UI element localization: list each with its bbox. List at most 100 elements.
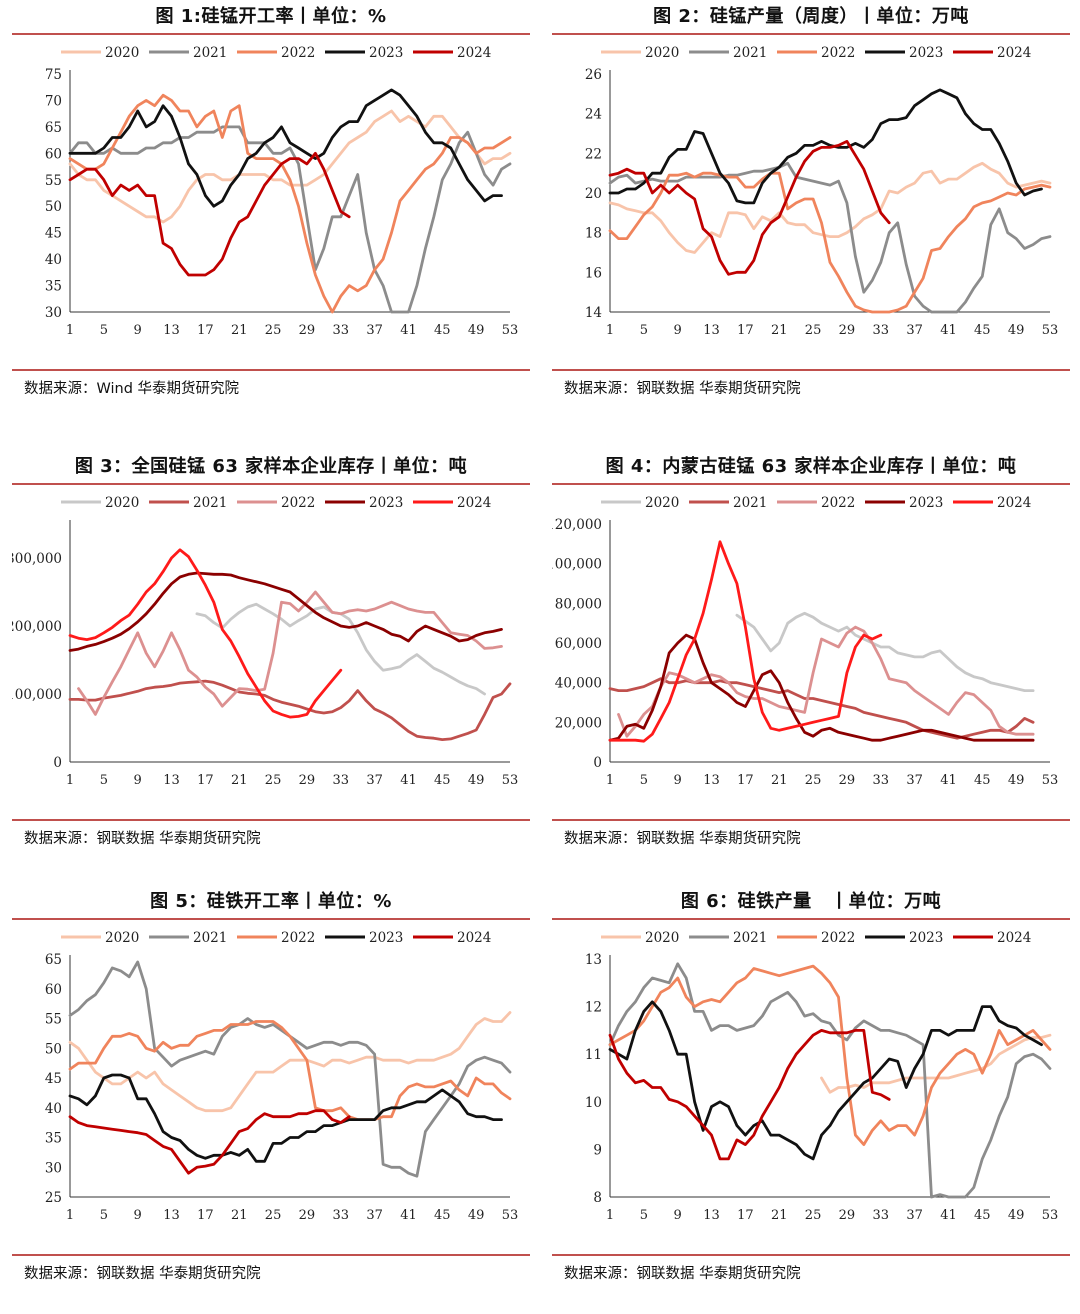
series-line-2024 [68, 548, 343, 719]
chart-panel-1: 图 1:硅锰开工率丨单位：% 30 35 40 45 50 55 60 65 70 75 1 5 9 13… [12, 2, 530, 427]
x-tick-label: 9 [134, 1208, 142, 1223]
y-tick-label: 11 [585, 1047, 602, 1063]
x-tick-label: 25 [265, 773, 282, 788]
x-tick-label: 13 [163, 1208, 180, 1223]
data-source-note: 数据来源：Wind 华泰期货研究院 [24, 381, 240, 397]
x-tick-label: 41 [400, 323, 417, 338]
y-tick-label: 55 [45, 173, 62, 189]
source-rule [552, 369, 1070, 371]
y-tick-label: 30 [45, 1160, 62, 1176]
y-tick-label: 60 [45, 982, 62, 998]
x-tick-label: 5 [100, 773, 108, 788]
chart-panel-5: 图 5：硅铁开工率丨单位：% 25 30 35 40 45 50 55 60 65 1 5 9 13 17… [12, 887, 530, 1312]
x-tick-label: 13 [163, 773, 180, 788]
x-tick-label: 13 [703, 1208, 720, 1223]
y-tick-label: 20 [585, 186, 602, 202]
x-tick-label: 33 [332, 323, 349, 338]
x-tick-label: 41 [940, 773, 957, 788]
legend-label-2020: 2020 [645, 930, 679, 946]
legend-label-2020: 2020 [105, 45, 139, 61]
legend-label-2024: 2024 [997, 45, 1031, 61]
x-tick-label: 9 [134, 773, 142, 788]
y-tick-label: 24 [585, 107, 602, 123]
x-tick-label: 49 [1008, 1208, 1025, 1223]
x-tick-label: 5 [640, 1208, 648, 1223]
y-tick-label: 100,000 [552, 557, 602, 573]
y-tick-label: 50 [45, 199, 62, 215]
series-line-2024 [608, 540, 883, 743]
x-tick-label: 49 [468, 1208, 485, 1223]
y-tick-label: 60,000 [555, 636, 602, 652]
title-rule [552, 483, 1070, 485]
x-tick-label: 37 [366, 1208, 383, 1223]
x-tick-label: 13 [163, 323, 180, 338]
legend-label-2021: 2021 [193, 45, 227, 61]
series-line-2024 [68, 151, 351, 277]
x-tick-label: 45 [974, 323, 991, 338]
x-tick-label: 33 [872, 1208, 889, 1223]
legend-label-2022: 2022 [281, 45, 315, 61]
x-tick-label: 21 [771, 1208, 788, 1223]
x-tick-label: 1 [66, 1208, 74, 1223]
chart-title: 图 1:硅锰开工率丨单位：% [155, 6, 387, 27]
x-tick-label: 13 [703, 773, 720, 788]
y-tick-label: 35 [45, 279, 62, 295]
chart-title: 图 3：全国硅锰 63 家样本企业库存丨单位：吨 [74, 456, 468, 477]
legend-label-2020: 2020 [645, 495, 679, 511]
x-tick-label: 1 [606, 323, 614, 338]
y-tick-label: 13 [585, 952, 602, 968]
title-rule [12, 33, 530, 35]
y-tick-label: 35 [45, 1131, 62, 1147]
x-tick-label: 33 [872, 323, 889, 338]
y-tick-label: 10 [585, 1095, 602, 1111]
y-tick-label: 100,000 [12, 687, 62, 703]
series-line-2022 [608, 171, 1052, 314]
legend-label-2021: 2021 [733, 45, 767, 61]
y-tick-label: 25 [45, 1190, 62, 1206]
y-tick-label: 65 [45, 120, 62, 136]
x-tick-label: 45 [434, 1208, 451, 1223]
title-rule [12, 918, 530, 920]
chart-canvas: 0 100,000 200,000 300,000 1 5 9 13 17 21 25 29 33 37 4… [12, 495, 519, 788]
x-tick-label: 53 [502, 323, 519, 338]
y-tick-label: 80,000 [555, 596, 602, 612]
x-tick-label: 17 [197, 773, 214, 788]
y-tick-label: 30 [45, 305, 62, 321]
x-tick-label: 17 [737, 773, 754, 788]
x-tick-label: 37 [906, 1208, 923, 1223]
series-line-2020 [735, 611, 1035, 692]
chart-canvas: 0 20,000 40,000 60,000 80,000 100,000 120,000 1… [552, 495, 1058, 788]
data-source-note: 数据来源：钢联数据 华泰期货研究院 [564, 381, 801, 397]
x-tick-label: 5 [100, 1208, 108, 1223]
legend-label-2024: 2024 [997, 495, 1031, 511]
legend-label-2021: 2021 [193, 495, 227, 511]
legend-label-2021: 2021 [733, 495, 767, 511]
x-tick-label: 53 [502, 1208, 519, 1223]
series-line-2021 [68, 679, 512, 741]
y-tick-label: 18 [585, 226, 602, 242]
x-tick-label: 33 [332, 773, 349, 788]
x-tick-label: 45 [974, 1208, 991, 1223]
chart-panel-6: 图 6：硅铁产量 丨单位：万吨 8 9 10 11 12 13 1 5 9 13 17 21 25 29 3… [552, 887, 1070, 1312]
x-tick-label: 1 [66, 323, 74, 338]
legend-label-2022: 2022 [821, 45, 855, 61]
x-tick-label: 21 [771, 323, 788, 338]
legend-label-2020: 2020 [105, 495, 139, 511]
x-tick-label: 9 [674, 1208, 682, 1223]
x-tick-label: 25 [265, 323, 282, 338]
y-tick-label: 16 [585, 265, 602, 281]
series-line-2022 [608, 964, 1052, 1146]
legend-label-2022: 2022 [821, 930, 855, 946]
x-tick-label: 29 [839, 773, 856, 788]
x-tick-label: 29 [299, 1208, 316, 1223]
x-tick-label: 1 [606, 773, 614, 788]
series-line-2023 [68, 1073, 503, 1163]
x-tick-label: 49 [1008, 323, 1025, 338]
legend-label-2022: 2022 [281, 495, 315, 511]
y-tick-label: 14 [585, 305, 602, 321]
x-tick-label: 37 [906, 773, 923, 788]
x-tick-label: 21 [231, 323, 248, 338]
x-tick-label: 33 [872, 773, 889, 788]
x-tick-label: 5 [640, 323, 648, 338]
x-tick-label: 53 [502, 773, 519, 788]
